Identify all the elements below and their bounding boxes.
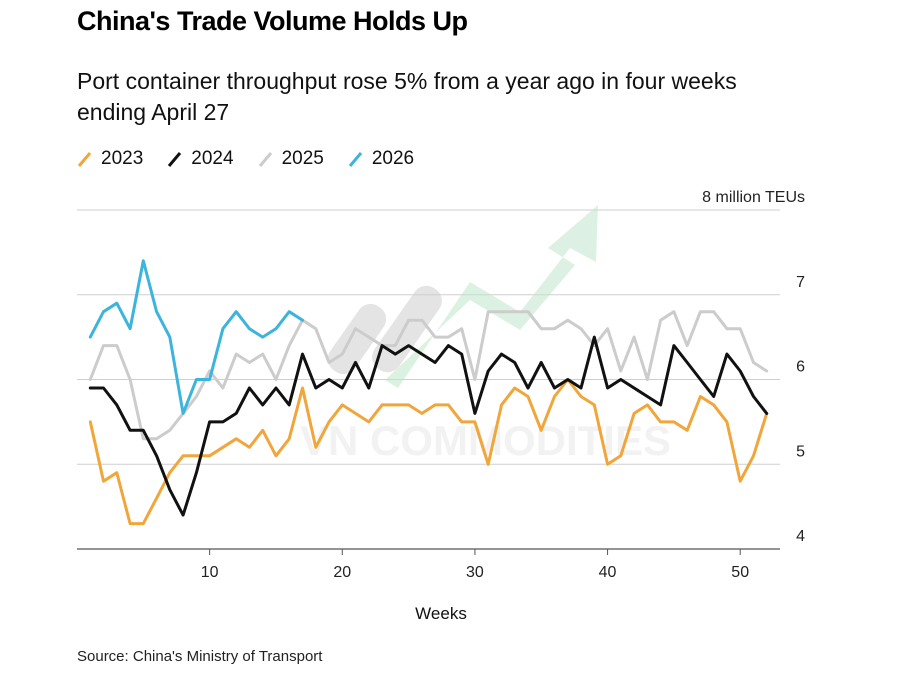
x-tick-label: 30 — [466, 564, 484, 581]
chart-title: China's Trade Volume Holds Up — [77, 6, 468, 36]
legend-item-2024: 2024 — [167, 148, 234, 170]
x-tick-label: 10 — [201, 564, 219, 581]
series-line-2026 — [88, 259, 304, 415]
chart-subtitle: Port container throughput rose 5% from a… — [77, 68, 737, 125]
series-lines — [88, 259, 769, 526]
legend-label-2024: 2024 — [191, 148, 234, 169]
legend-swatch-2025 — [258, 152, 272, 167]
gridlines — [77, 209, 780, 550]
series-line-2023 — [88, 378, 769, 526]
series-line-2025 — [88, 310, 769, 441]
legend-label-2025: 2025 — [281, 148, 324, 169]
x-axis-title: Weeks — [415, 604, 467, 623]
x-tick-label: 40 — [599, 564, 617, 581]
series-line-2024 — [88, 335, 769, 517]
watermark: VN COMMODITIES — [300, 205, 671, 464]
legend-item-2025: 2025 — [258, 148, 324, 170]
source-note: Source: China's Ministry of Transport — [77, 648, 323, 665]
watermark-arrow-icon — [385, 205, 598, 388]
watermark-bar-icon — [327, 303, 387, 375]
y-tick-label: 6 — [796, 359, 805, 376]
x-tick-label: 50 — [731, 564, 749, 581]
legend-item-2023: 2023 — [77, 148, 143, 170]
y-tick-labels: 4 5 6 7 8 million TEUs — [702, 189, 805, 545]
x-tick-labels: 10 20 30 40 50 — [201, 549, 749, 581]
legend-swatch-2026 — [348, 152, 362, 167]
y-tick-label: 4 — [796, 528, 805, 545]
legend-swatch-2023 — [77, 152, 92, 167]
legend-label-2023: 2023 — [101, 148, 144, 169]
y-tick-label: 5 — [796, 443, 805, 460]
legend-item-2026: 2026 — [348, 148, 414, 170]
x-tick-label: 20 — [333, 564, 351, 581]
legend-swatch-2024 — [168, 152, 182, 167]
y-tick-label: 8 million TEUs — [702, 189, 805, 206]
y-tick-label: 7 — [796, 274, 805, 291]
legend: 2023 2024 2025 2026 — [77, 148, 414, 170]
legend-label-2026: 2026 — [371, 148, 415, 169]
